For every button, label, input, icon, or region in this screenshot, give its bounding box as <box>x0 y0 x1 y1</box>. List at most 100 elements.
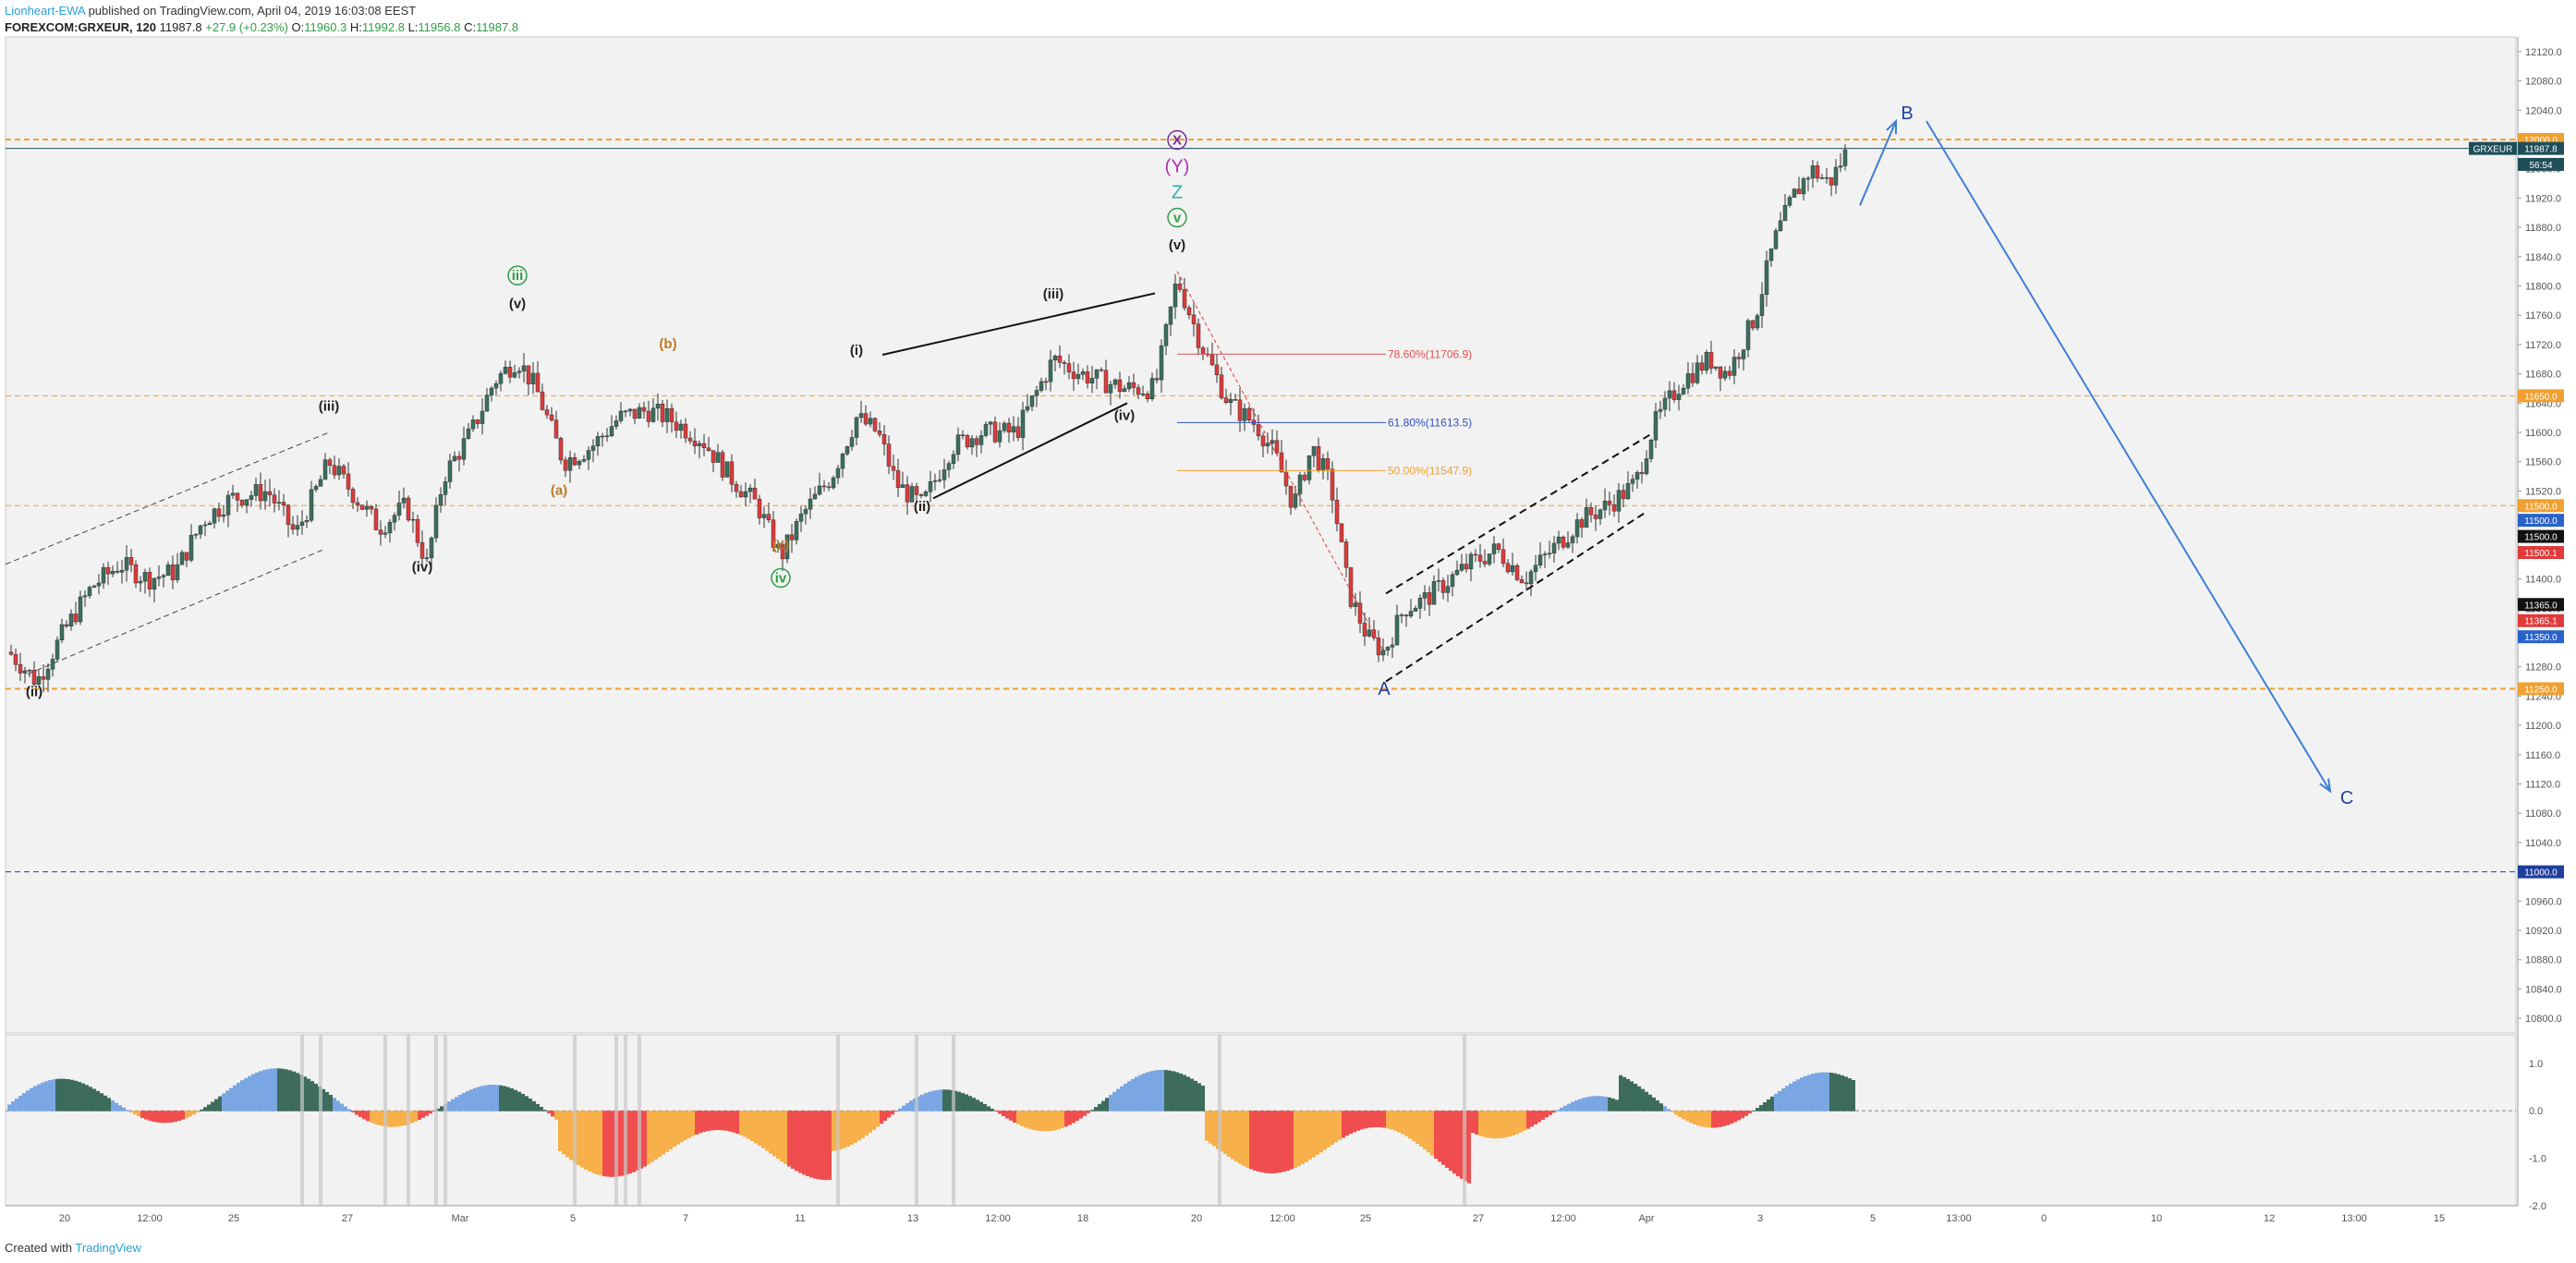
oscillator-bar <box>1534 1111 1537 1125</box>
candle <box>369 505 374 510</box>
candle <box>410 518 416 521</box>
candle <box>881 434 887 444</box>
oscillator-bar <box>1796 1079 1800 1111</box>
osc-tick-label: -1.0 <box>2529 1154 2546 1165</box>
candle <box>373 508 379 530</box>
candle <box>1085 371 1090 384</box>
oscillator-bar <box>248 1075 251 1111</box>
candle <box>1020 409 1026 438</box>
y-tick-label: 11080.0 <box>2525 808 2561 820</box>
candle <box>110 570 115 575</box>
oscillator-bar <box>1175 1072 1179 1111</box>
oscillator-bar <box>584 1111 588 1170</box>
tradingview-link[interactable]: TradingView <box>75 1241 141 1255</box>
oscillator-bar <box>429 1111 432 1114</box>
candle <box>1570 536 1575 543</box>
candle <box>299 521 305 526</box>
oscillator-marker <box>434 1035 438 1206</box>
candle <box>831 477 836 489</box>
candle <box>456 455 462 460</box>
oscillator-bar <box>843 1111 846 1148</box>
candle <box>780 543 785 560</box>
candle <box>1246 407 1252 420</box>
oscillator-bar <box>743 1111 747 1137</box>
oscillator-bar <box>1319 1111 1323 1153</box>
oscillator-bar <box>1452 1111 1456 1174</box>
symbol-info: FOREXCOM:GRXEUR, 120 11987.8 +27.9 (+0.2… <box>5 20 518 34</box>
oscillator-bar <box>650 1111 654 1162</box>
candle <box>900 484 905 488</box>
candle <box>1787 197 1792 206</box>
candle <box>849 437 855 447</box>
price-level-badge <box>2518 499 2564 513</box>
oscillator-marker <box>383 1035 387 1206</box>
oscillator-bar <box>1456 1111 1460 1177</box>
oscillator-bar <box>1741 1111 1744 1119</box>
oscillator-bar <box>1707 1111 1711 1128</box>
candle <box>1593 515 1598 519</box>
candle <box>743 491 748 498</box>
oscillator-bar <box>1234 1111 1238 1162</box>
axis-badge-text: 11987.8 <box>2524 145 2558 155</box>
axis-badge <box>2518 598 2564 612</box>
oscillator-bar <box>92 1088 96 1111</box>
candle <box>757 498 762 518</box>
candle <box>419 541 425 559</box>
candle <box>1011 426 1016 433</box>
projection-arrow-b-head <box>1886 118 1898 135</box>
oscillator-bar <box>532 1100 536 1111</box>
candle <box>1325 458 1331 470</box>
oscillator-bar <box>447 1101 451 1111</box>
author-link[interactable]: Lionheart-EWA <box>5 4 85 18</box>
oscillator-bar <box>373 1111 377 1124</box>
oscillator-bar <box>63 1078 67 1111</box>
candle <box>1759 294 1765 316</box>
candle <box>230 492 236 496</box>
oscillator-bar <box>1770 1096 1774 1111</box>
oscillator-bar <box>787 1111 791 1167</box>
y-tick-label: 11160.0 <box>2525 750 2560 761</box>
candle <box>526 365 531 384</box>
oscillator-bar <box>1360 1111 1364 1130</box>
oscillator-bar <box>177 1111 181 1122</box>
candle <box>8 651 14 655</box>
oscillator-bar <box>1231 1111 1234 1160</box>
candle <box>955 434 961 455</box>
candle <box>221 515 226 517</box>
oscillator-marker <box>319 1035 322 1206</box>
oscillator-bar <box>1331 1111 1334 1146</box>
candle <box>1394 614 1400 646</box>
candle <box>646 410 651 422</box>
oscillator-bar <box>1489 1111 1493 1139</box>
oscillator-bar <box>1615 1099 1619 1111</box>
open-value: 11960.3 <box>304 20 347 34</box>
oscillator-bar <box>1098 1103 1101 1111</box>
candle <box>1427 592 1432 605</box>
candle <box>886 443 892 468</box>
candle <box>1025 406 1030 411</box>
oscillator-bar <box>536 1103 540 1111</box>
candle <box>858 413 864 419</box>
oscillator-bar <box>1785 1086 1789 1111</box>
candle <box>290 524 296 530</box>
y-tick-label: 11760.0 <box>2525 310 2561 322</box>
candle <box>1773 230 1779 249</box>
candle <box>854 417 859 438</box>
oscillator-bar <box>1563 1105 1567 1111</box>
wave-label: (v) <box>509 296 526 311</box>
oscillator-bar <box>1689 1111 1693 1123</box>
candle <box>720 452 725 478</box>
candle <box>350 489 356 504</box>
oscillator-bar <box>1744 1111 1748 1116</box>
oscillator-bar <box>207 1104 211 1111</box>
candle <box>1126 382 1132 390</box>
oscillator-marker <box>573 1035 577 1206</box>
candle <box>1279 452 1284 473</box>
oscillator-bar <box>839 1111 843 1149</box>
candle <box>1464 564 1469 570</box>
candle <box>438 494 444 506</box>
oscillator-bar <box>152 1111 155 1123</box>
candle <box>392 515 397 523</box>
candle <box>1782 204 1788 222</box>
